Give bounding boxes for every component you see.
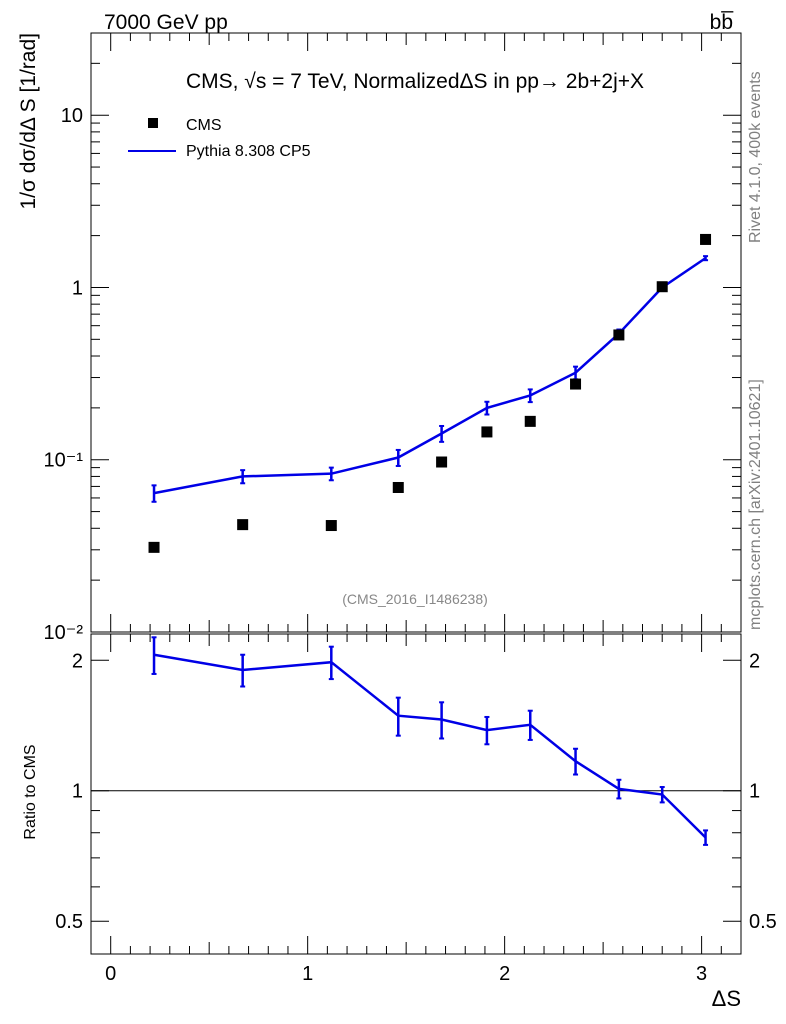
legend-label-cms: CMS xyxy=(186,117,222,134)
analysis-label: (CMS_2016_I1486238) xyxy=(342,591,488,607)
cms-data-point xyxy=(524,415,536,427)
y-axis-title: 1/σ dσ/dΔ S [1/rad] xyxy=(17,33,40,210)
cms-series xyxy=(148,233,712,553)
main-plot-frame xyxy=(90,32,742,633)
ratio-tick-label-left: 0.5 xyxy=(55,911,83,933)
pythia-line xyxy=(153,257,707,495)
mcplots-label: mcplots.cern.ch [arXiv:2401.10621] xyxy=(747,379,764,630)
energy-label: 7000 GeV pp xyxy=(104,11,228,34)
cms-data-point xyxy=(148,541,160,553)
pythia-series xyxy=(151,255,709,503)
ratio-tick-label-right: 2 xyxy=(749,650,760,672)
x-tick-label: 3 xyxy=(696,963,707,985)
cms-data-point xyxy=(613,329,625,341)
process-label: bb̅ xyxy=(710,11,735,34)
ratio-line xyxy=(153,653,707,839)
ratio-y-ticks xyxy=(91,659,741,922)
ratio-tick-label-left: 1 xyxy=(72,781,83,803)
ratio-series xyxy=(151,636,709,846)
cms-data-point xyxy=(570,378,582,390)
y-tick-label: 10⁻¹ xyxy=(44,450,84,472)
x-axis-title: ΔS xyxy=(712,986,741,1011)
legend: CMS Pythia 8.308 CP5 xyxy=(128,117,311,160)
cms-data-point xyxy=(392,481,404,493)
ratio-y-tick-labels-left: 0.5 1 2 xyxy=(55,650,83,933)
ratio-panel: 0.5 1 2 0.5 1 2 Ratio to CMS xyxy=(22,633,777,955)
x-tick-label: 2 xyxy=(499,963,510,985)
x-axis-ticks xyxy=(110,33,742,954)
cms-data-point xyxy=(325,520,337,532)
legend-label-pythia: Pythia 8.308 CP5 xyxy=(186,143,311,160)
y-tick-label: 10 xyxy=(61,105,83,127)
chart-title: CMS, √s = 7 TeV, NormalizedΔS in pp→ 2b+… xyxy=(186,70,644,93)
ratio-y-tick-labels-right: 0.5 1 2 xyxy=(749,650,777,933)
x-axis-tick-labels: 0 1 2 3 xyxy=(105,963,707,985)
y-tick-label: 10⁻² xyxy=(44,622,84,644)
ratio-tick-label-right: 0.5 xyxy=(749,911,777,933)
rivet-label: Rivet 4.1.0, 400k events xyxy=(747,71,764,243)
ratio-plot-frame xyxy=(90,633,742,955)
y-tick-label: 1 xyxy=(72,277,83,299)
ratio-tick-label-left: 2 xyxy=(72,650,83,672)
main-y-tick-labels: 10⁻² 10⁻¹ 1 10 xyxy=(44,105,84,644)
cms-data-point xyxy=(700,233,712,245)
ratio-y-axis-title: Ratio to CMS xyxy=(22,744,39,839)
cms-data-point xyxy=(656,281,668,293)
ratio-tick-label-right: 1 xyxy=(749,781,760,803)
main-y-ticks xyxy=(91,32,741,633)
x-tick-label: 1 xyxy=(302,963,313,985)
cms-data-point xyxy=(436,456,448,468)
cms-data-point xyxy=(237,519,249,531)
x-tick-label: 0 xyxy=(105,963,116,985)
legend-marker-cms xyxy=(148,118,158,128)
cms-data-point xyxy=(481,426,493,438)
main-panel: 10⁻² 10⁻¹ 1 10 CMS, √s = 7 TeV, NormalizedΔ… xyxy=(17,32,742,644)
